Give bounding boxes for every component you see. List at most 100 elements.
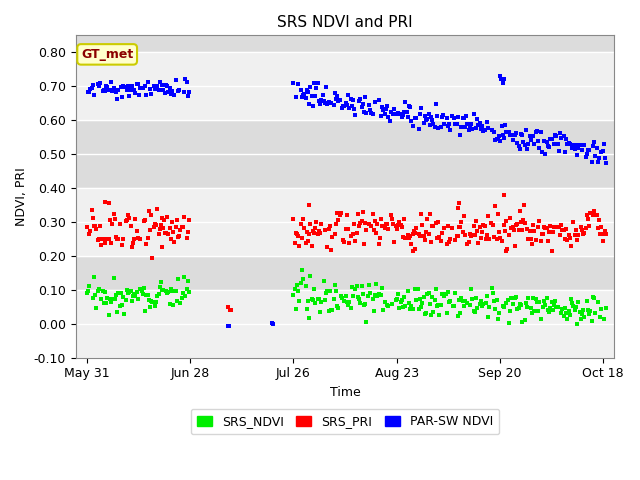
Point: [426, 238, 436, 246]
Point: [548, 228, 558, 236]
Point: [301, 305, 312, 313]
Point: [166, 236, 176, 243]
Point: [543, 237, 553, 245]
Point: [448, 302, 458, 310]
Point: [131, 292, 141, 300]
Point: [537, 230, 547, 238]
Point: [488, 289, 498, 297]
Point: [376, 291, 386, 299]
Point: [452, 204, 463, 212]
Bar: [76, 188, 614, 256]
Point: [412, 286, 422, 293]
Point: [366, 222, 376, 230]
Point: [594, 154, 604, 162]
Point: [412, 296, 422, 304]
Point: [161, 81, 171, 89]
Point: [410, 245, 420, 253]
Point: [404, 299, 414, 307]
Point: [433, 124, 444, 132]
Point: [179, 213, 189, 220]
Point: [291, 229, 301, 237]
Point: [296, 86, 306, 94]
Point: [143, 291, 153, 299]
Point: [467, 231, 477, 239]
Point: [163, 288, 173, 296]
Point: [484, 235, 495, 242]
Point: [500, 227, 510, 235]
Point: [396, 110, 406, 118]
Point: [324, 288, 335, 295]
Point: [513, 304, 524, 312]
Point: [527, 240, 537, 248]
Point: [422, 215, 433, 223]
Point: [554, 147, 564, 155]
Point: [308, 227, 318, 235]
Point: [468, 110, 479, 118]
Point: [562, 140, 572, 147]
Point: [346, 304, 356, 312]
Point: [486, 126, 497, 134]
Point: [359, 108, 369, 116]
Point: [545, 135, 556, 143]
Point: [312, 230, 323, 238]
Point: [320, 296, 330, 304]
Point: [445, 235, 456, 243]
Point: [413, 230, 424, 238]
Point: [100, 288, 110, 296]
Point: [152, 292, 163, 300]
Point: [331, 221, 341, 228]
Point: [154, 230, 164, 238]
Point: [588, 293, 598, 301]
Point: [595, 230, 605, 238]
Point: [549, 141, 559, 148]
Point: [536, 315, 546, 323]
Point: [495, 138, 506, 145]
Point: [362, 226, 372, 234]
Point: [150, 220, 160, 228]
Point: [143, 235, 153, 242]
Point: [389, 238, 399, 245]
Point: [495, 72, 506, 80]
Point: [112, 235, 122, 242]
Point: [452, 232, 463, 240]
Point: [109, 295, 120, 303]
Point: [528, 222, 538, 229]
Point: [97, 235, 108, 243]
Point: [388, 110, 398, 118]
Point: [575, 315, 586, 323]
Point: [532, 127, 542, 134]
Point: [436, 237, 446, 244]
Point: [459, 302, 469, 310]
Point: [307, 93, 317, 100]
Point: [293, 232, 303, 240]
Point: [416, 105, 426, 112]
Point: [383, 302, 394, 310]
Point: [301, 86, 312, 94]
Point: [599, 315, 609, 323]
Point: [400, 302, 410, 310]
Point: [421, 310, 431, 317]
Point: [381, 105, 391, 113]
Point: [471, 294, 481, 302]
Point: [371, 229, 381, 237]
Point: [562, 315, 572, 323]
Point: [135, 84, 145, 91]
Point: [590, 310, 600, 317]
Point: [120, 296, 131, 303]
Point: [116, 289, 126, 297]
Point: [424, 120, 435, 128]
Point: [516, 301, 526, 309]
Point: [598, 147, 608, 155]
Point: [354, 222, 364, 229]
Point: [365, 289, 375, 297]
Point: [396, 221, 406, 229]
Point: [297, 93, 307, 101]
Point: [429, 123, 440, 131]
Point: [579, 229, 589, 237]
Point: [550, 223, 560, 230]
Point: [427, 116, 437, 124]
Point: [541, 138, 552, 145]
Point: [335, 211, 345, 219]
Point: [421, 117, 431, 124]
Point: [289, 285, 300, 292]
